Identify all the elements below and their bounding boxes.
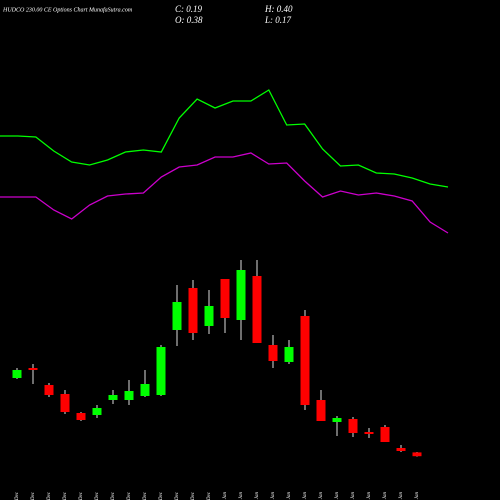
x-tick-label: 18 Dec [79, 491, 84, 500]
candle-body [348, 419, 358, 433]
x-tick-label: 26 Dec [159, 491, 164, 500]
x-tick-label: 03 Jan [255, 492, 260, 500]
candle-body [156, 347, 166, 395]
candle-body [60, 394, 70, 412]
x-tick-label: 06 Jan [271, 492, 276, 500]
candle-body [108, 395, 118, 400]
candle-body [204, 306, 214, 326]
x-tick-label: 10 Jan [335, 492, 340, 500]
candle-body [12, 370, 22, 378]
x-tick-label: 07 Jan [287, 492, 292, 500]
x-tick-label: 24 Dec [143, 491, 148, 500]
x-tick-label: 02 Jan [239, 492, 244, 500]
candle-body [316, 400, 326, 421]
x-tick-label: 14 Jan [367, 492, 372, 500]
stat: L: 0.17 [264, 15, 292, 25]
candle-body [300, 316, 310, 405]
stat: O: 0.38 [175, 15, 203, 25]
candle-body [124, 391, 134, 400]
x-tick-label: 19 Dec [95, 491, 100, 500]
x-tick-label: 09 Jan [319, 492, 324, 500]
x-tick-label: 27 Dec [175, 491, 180, 500]
candle-body [188, 288, 198, 333]
candle-body [380, 427, 390, 442]
candle-body [412, 452, 422, 457]
x-tick-label: 12 Dec [15, 491, 20, 500]
candle-body [28, 368, 38, 370]
x-tick-label: 20 Jan [415, 492, 420, 500]
chart-title: HUDCO 230.00 CE Options Chart MunafaSutr… [2, 6, 133, 13]
x-tick-label: 13 Jan [351, 492, 356, 500]
candle-body [140, 384, 150, 396]
x-tick-label: 15 Jan [383, 492, 388, 500]
candle-body [252, 276, 262, 343]
stat: C: 0.19 [175, 4, 203, 14]
candle-body [172, 302, 182, 330]
line [0, 89, 449, 188]
x-tick-label: 31 Dec [207, 491, 212, 500]
x-tick-label: 13 Dec [31, 491, 36, 500]
candle-body [396, 448, 406, 451]
x-tick-label: 16 Dec [47, 491, 52, 500]
x-tick-label: 23 Dec [127, 491, 132, 500]
x-tick-label: 20 Dec [111, 491, 116, 500]
x-tick-label: 08 Jan [303, 492, 308, 500]
candle-body [284, 347, 294, 362]
candle-body [364, 432, 374, 434]
candle-body [268, 345, 278, 361]
stat: H: 0.40 [264, 4, 293, 14]
x-tick-label: 30 Dec [191, 491, 196, 500]
candle-body [44, 385, 54, 395]
x-tick-label: 17 Dec [63, 491, 68, 500]
x-tick-label: 16 Jan [399, 492, 404, 500]
line [0, 152, 449, 234]
candle-body [220, 279, 230, 318]
candle-body [332, 418, 342, 422]
candle-body [76, 413, 86, 420]
candle-body [236, 270, 246, 320]
x-tick-label: 01 Jan [223, 492, 228, 500]
candle-body [92, 408, 102, 415]
